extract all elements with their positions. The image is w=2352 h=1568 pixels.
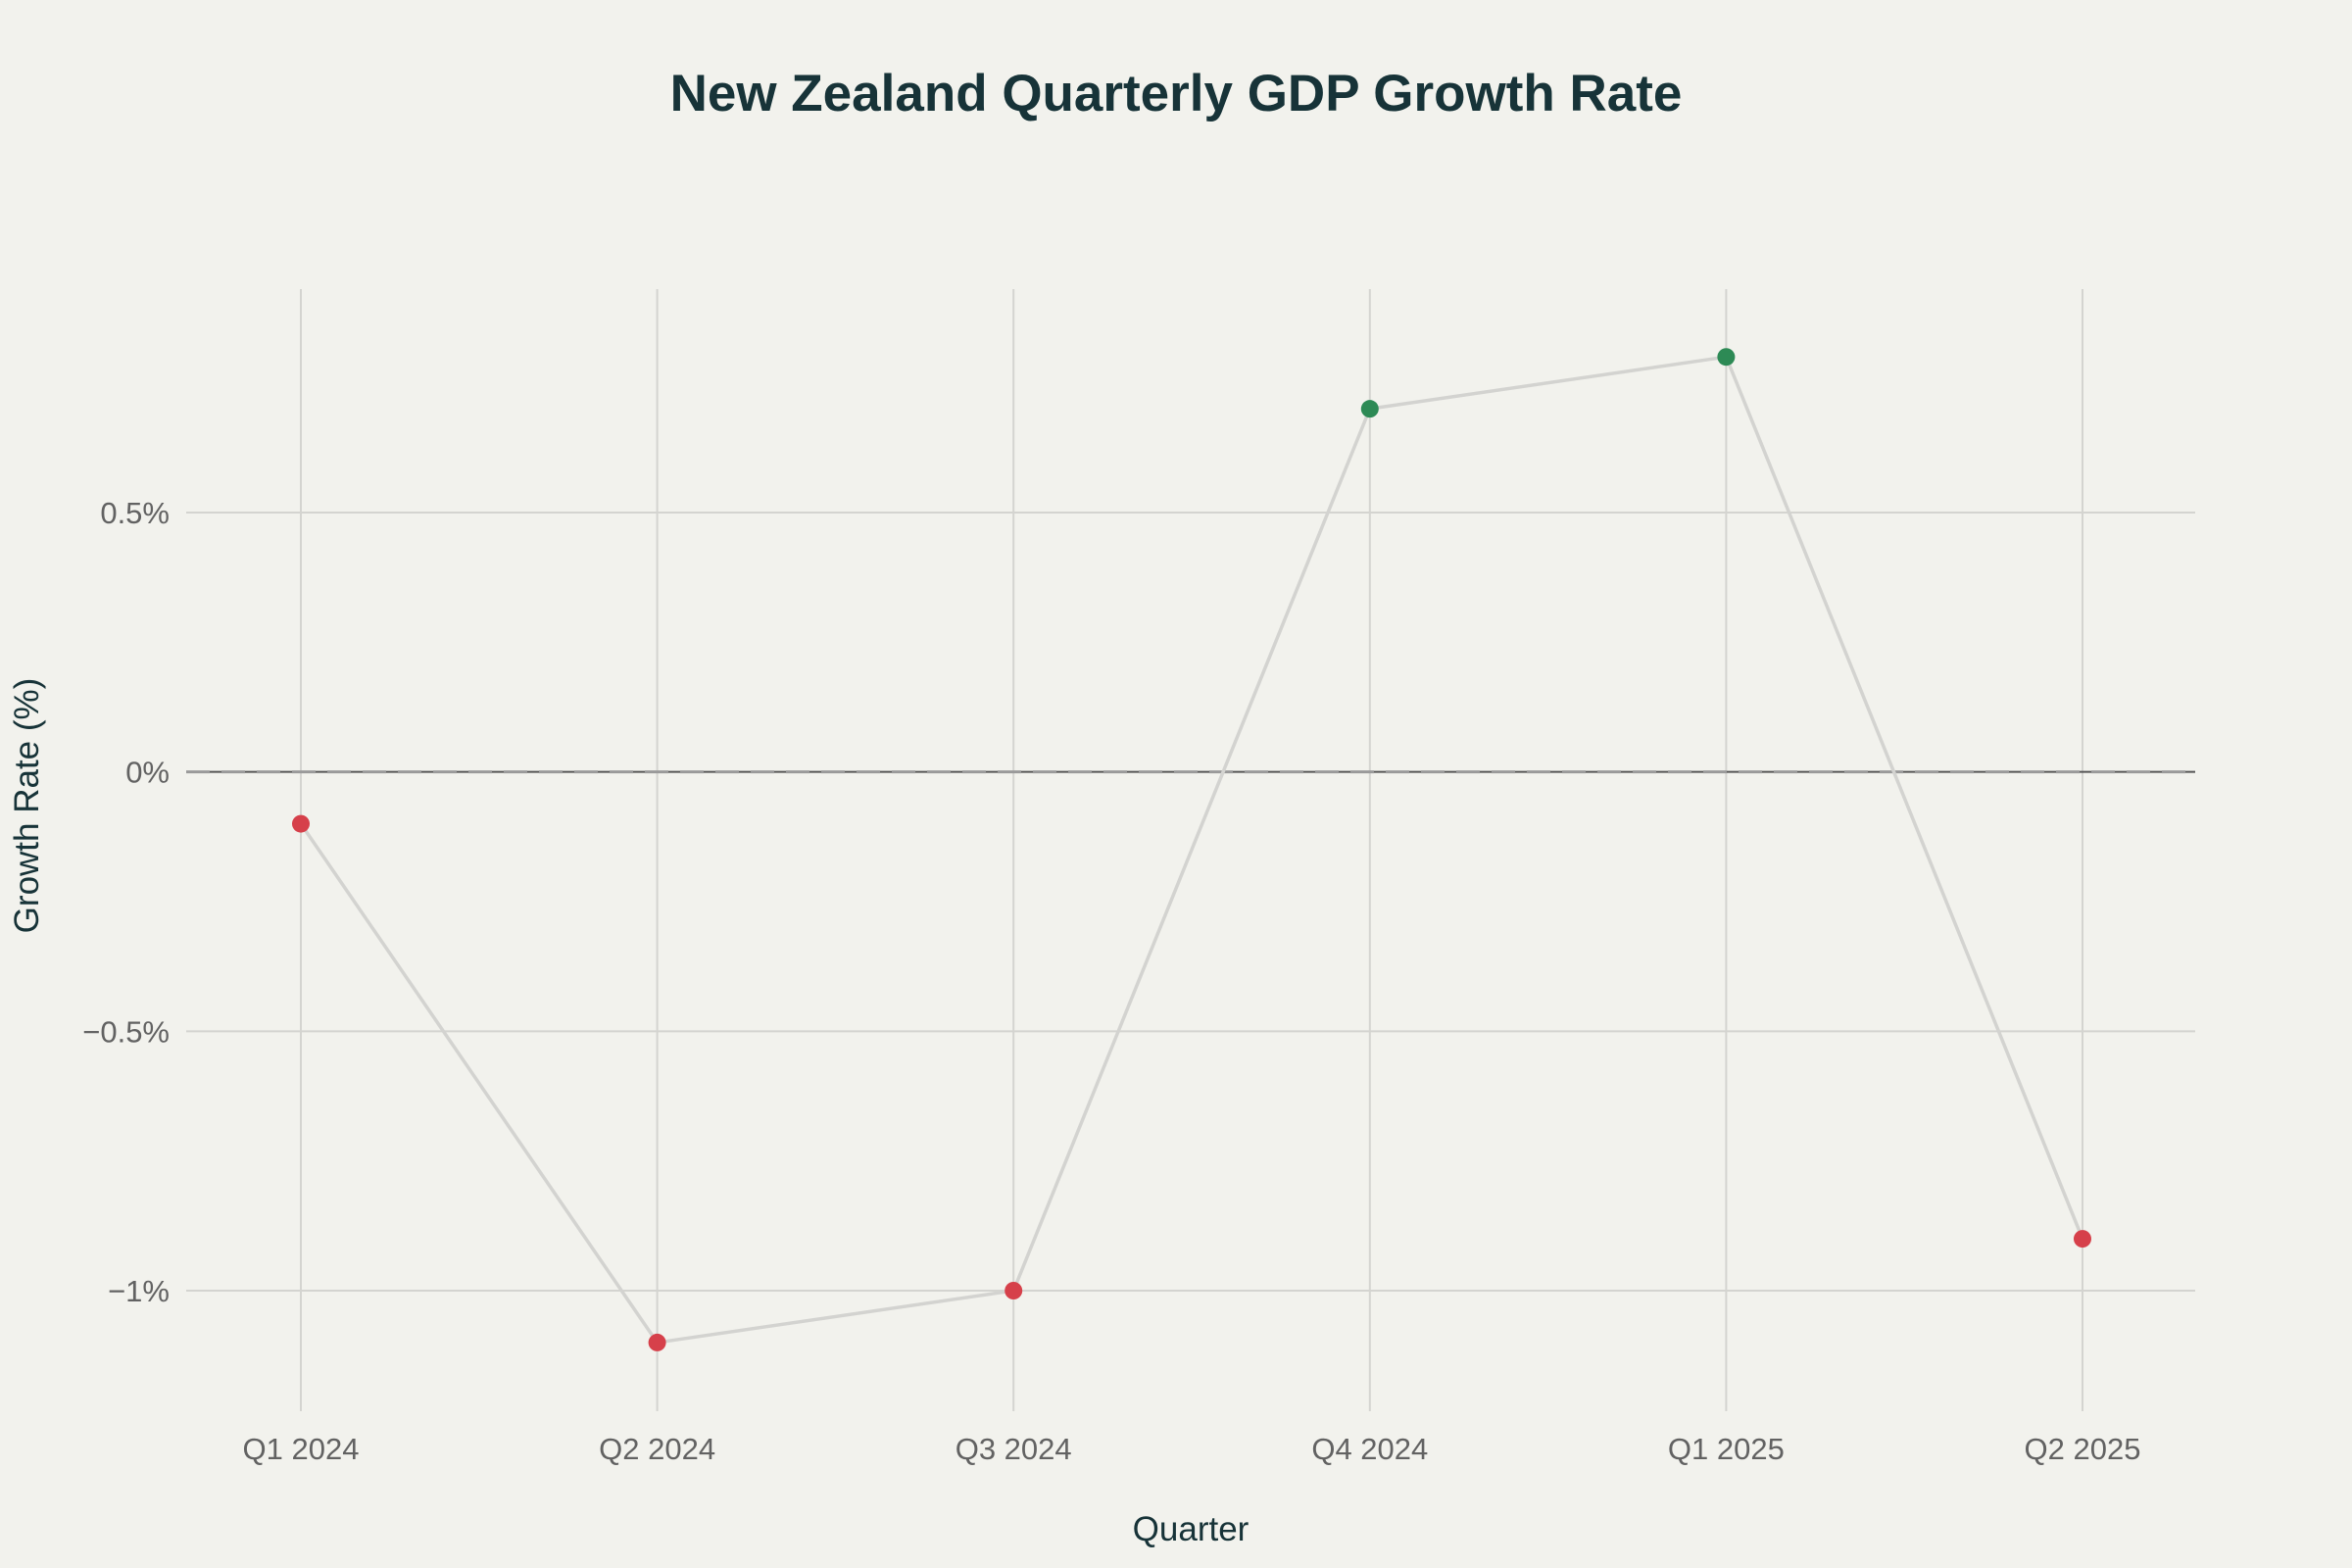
y-tick-label: 0% [125,756,170,790]
x-tick-label: Q4 2024 [1311,1432,1428,1466]
x-tick-label: Q3 2024 [956,1432,1072,1466]
data-point[interactable] [648,1333,666,1351]
y-tick-label: −1% [108,1274,170,1308]
y-axis-title: Growth Rate (%) [8,678,46,934]
y-tick-label: 0.5% [100,496,170,530]
series-line-layer [299,355,2084,1345]
x-tick-label: Q2 2025 [2025,1432,2141,1466]
data-point[interactable] [1717,348,1736,367]
x-tick-label: Q1 2024 [243,1432,360,1466]
y-tick-label-layer: 0.5% 0% −0.5% −1% [82,496,170,1308]
grid-layer [186,289,2195,1411]
data-point[interactable] [1004,1282,1023,1299]
x-tick-label-layer: Q1 2024 Q2 2024 Q3 2024 Q4 2024 Q1 2025 Q2 20… [243,1432,2141,1466]
x-tick-label: Q1 2025 [1668,1432,1785,1466]
x-tick-label: Q2 2024 [599,1432,715,1466]
y-tick-label: −0.5% [82,1014,170,1049]
data-point[interactable] [292,814,310,833]
x-axis-title: Quarter [1133,1510,1250,1548]
data-point[interactable] [2074,1230,2091,1249]
series-line [299,355,2084,1345]
data-point[interactable] [1360,400,1379,418]
data-point-layer [292,348,2091,1351]
chart-title: New Zealand Quarterly GDP Growth Rate [670,65,1683,122]
